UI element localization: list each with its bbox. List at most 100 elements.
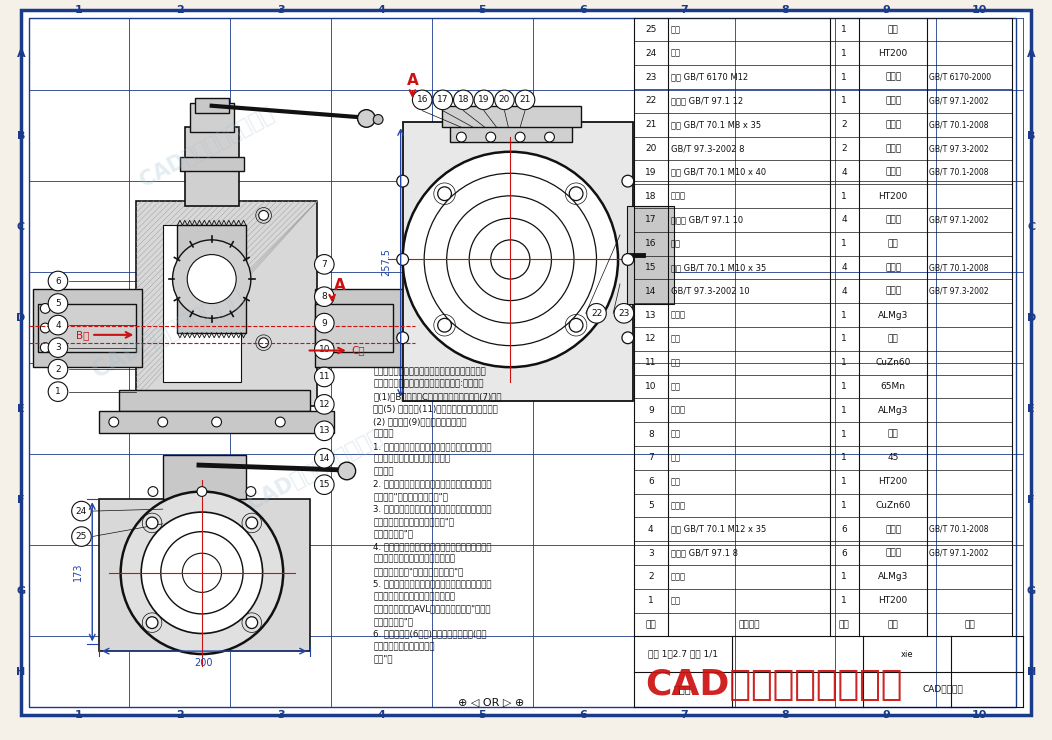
- Text: GB/T 70.1-2008: GB/T 70.1-2008: [929, 263, 989, 272]
- Text: GB/T 97.1-2002: GB/T 97.1-2002: [929, 215, 989, 224]
- Text: 3: 3: [277, 710, 284, 720]
- Text: A: A: [17, 49, 25, 59]
- Circle shape: [187, 255, 237, 303]
- Text: 25: 25: [76, 532, 87, 541]
- Circle shape: [315, 448, 335, 468]
- Circle shape: [433, 90, 452, 110]
- Bar: [449, 108, 572, 142]
- Text: GB/T 70.1-2008: GB/T 70.1-2008: [929, 168, 989, 177]
- Text: 低碳钢: 低碳钢: [885, 548, 902, 558]
- Text: GB/T 97.3-2002: GB/T 97.3-2002: [929, 144, 989, 153]
- Circle shape: [259, 210, 268, 221]
- Text: 18: 18: [645, 192, 656, 201]
- Circle shape: [397, 332, 408, 343]
- Text: 快速阀通过齿轮齿条啮合传动启闭管道达到调节液
体通过管道速度快慢的目的。工作过程:液体从阀
体(1)的B口进入向C口流出，左右转动扳手(7)使齿
轮轴(5) 传: 快速阀通过齿轮齿条啮合传动启闭管道达到调节液 体通过管道速度快慢的目的。工作过程…: [373, 367, 502, 664]
- Text: GB/T 97.1-2002: GB/T 97.1-2002: [929, 96, 989, 105]
- Text: 5: 5: [479, 710, 486, 720]
- Text: 10: 10: [972, 710, 988, 720]
- Text: 螺母 GB/T 6170 M12: 螺母 GB/T 6170 M12: [671, 73, 748, 81]
- Text: 低碳钢: 低碳钢: [885, 73, 902, 81]
- Text: 1: 1: [842, 73, 847, 81]
- Text: 齿条: 齿条: [671, 358, 681, 367]
- Circle shape: [146, 616, 158, 628]
- Text: 快速阀: 快速阀: [674, 684, 691, 694]
- Bar: [185, 127, 239, 206]
- Text: GB/T 6170-2000: GB/T 6170-2000: [929, 73, 992, 81]
- Text: 6: 6: [580, 4, 587, 15]
- Text: 标准: 标准: [965, 620, 975, 629]
- Text: 平垫圈 GB/T 97.1 12: 平垫圈 GB/T 97.1 12: [671, 96, 743, 105]
- Bar: [119, 390, 309, 411]
- Bar: [630, 215, 671, 294]
- Text: 5: 5: [648, 501, 653, 510]
- Circle shape: [569, 318, 583, 332]
- Circle shape: [40, 343, 50, 352]
- Text: 18: 18: [458, 95, 469, 104]
- Text: 21: 21: [520, 95, 530, 104]
- Text: 65Mn: 65Mn: [881, 382, 906, 391]
- Text: C: C: [17, 222, 25, 232]
- Text: GB/T 70.1-2008: GB/T 70.1-2008: [929, 120, 989, 130]
- Circle shape: [622, 332, 633, 343]
- Bar: [180, 157, 244, 172]
- Text: 2: 2: [176, 710, 184, 720]
- Text: 1: 1: [842, 454, 847, 462]
- Text: 15: 15: [645, 263, 656, 272]
- Text: xie: xie: [901, 650, 913, 659]
- Text: 4: 4: [378, 4, 385, 15]
- Text: 7: 7: [322, 260, 327, 269]
- Text: 橡胶: 橡胶: [888, 25, 898, 34]
- Text: 1: 1: [75, 4, 83, 15]
- Text: ALMg3: ALMg3: [878, 406, 908, 415]
- Circle shape: [173, 240, 250, 318]
- Text: 25: 25: [645, 25, 656, 34]
- Bar: [190, 103, 235, 132]
- Text: CAD机械三维模型设计: CAD机械三维模型设计: [137, 103, 277, 191]
- Text: 垫片: 垫片: [671, 239, 681, 248]
- Bar: [33, 289, 142, 367]
- Text: 2: 2: [842, 144, 847, 153]
- Text: 17: 17: [437, 95, 448, 104]
- Text: H: H: [1027, 667, 1036, 676]
- Text: 13: 13: [319, 426, 330, 435]
- Text: 低碳钢: 低碳钢: [885, 525, 902, 534]
- Circle shape: [72, 527, 92, 546]
- Text: 1: 1: [842, 573, 847, 582]
- Text: 7: 7: [681, 4, 688, 15]
- Circle shape: [72, 501, 92, 521]
- Text: 6: 6: [648, 477, 653, 486]
- Text: 序号: 序号: [646, 620, 656, 629]
- Text: 20: 20: [499, 95, 510, 104]
- Text: 14: 14: [319, 454, 330, 462]
- Text: 6: 6: [580, 710, 587, 720]
- Text: 阀体: 阀体: [671, 596, 681, 605]
- Text: 橡胶: 橡胶: [888, 239, 898, 248]
- Text: 1: 1: [842, 311, 847, 320]
- Circle shape: [338, 462, 356, 480]
- Circle shape: [48, 294, 67, 313]
- Text: 平垫圈 GB/T 97.1 8: 平垫圈 GB/T 97.1 8: [671, 548, 737, 558]
- Text: CuZn60: CuZn60: [875, 358, 911, 367]
- Text: 1: 1: [842, 596, 847, 605]
- Text: 比例 1：2.7 页码 1/1: 比例 1：2.7 页码 1/1: [648, 650, 717, 659]
- Text: 1: 1: [842, 430, 847, 439]
- Text: CuZn60: CuZn60: [875, 501, 911, 510]
- Bar: [163, 455, 246, 500]
- Text: 16: 16: [417, 95, 428, 104]
- Text: 7: 7: [648, 454, 653, 462]
- Bar: [442, 106, 581, 127]
- Text: 20: 20: [645, 144, 656, 153]
- Text: 1: 1: [842, 25, 847, 34]
- Text: 1: 1: [842, 192, 847, 201]
- Text: CAD机械三维模型设计: CAD机械三维模型设计: [646, 668, 903, 702]
- Circle shape: [315, 475, 335, 494]
- Text: B进: B进: [76, 330, 89, 340]
- Bar: [99, 500, 309, 651]
- Circle shape: [48, 382, 67, 401]
- Text: 12: 12: [645, 334, 656, 343]
- Circle shape: [315, 313, 335, 333]
- Text: 1: 1: [842, 501, 847, 510]
- Text: B: B: [17, 130, 25, 141]
- Text: GB/T 97.1-2002: GB/T 97.1-2002: [929, 548, 989, 558]
- Text: G: G: [16, 586, 25, 596]
